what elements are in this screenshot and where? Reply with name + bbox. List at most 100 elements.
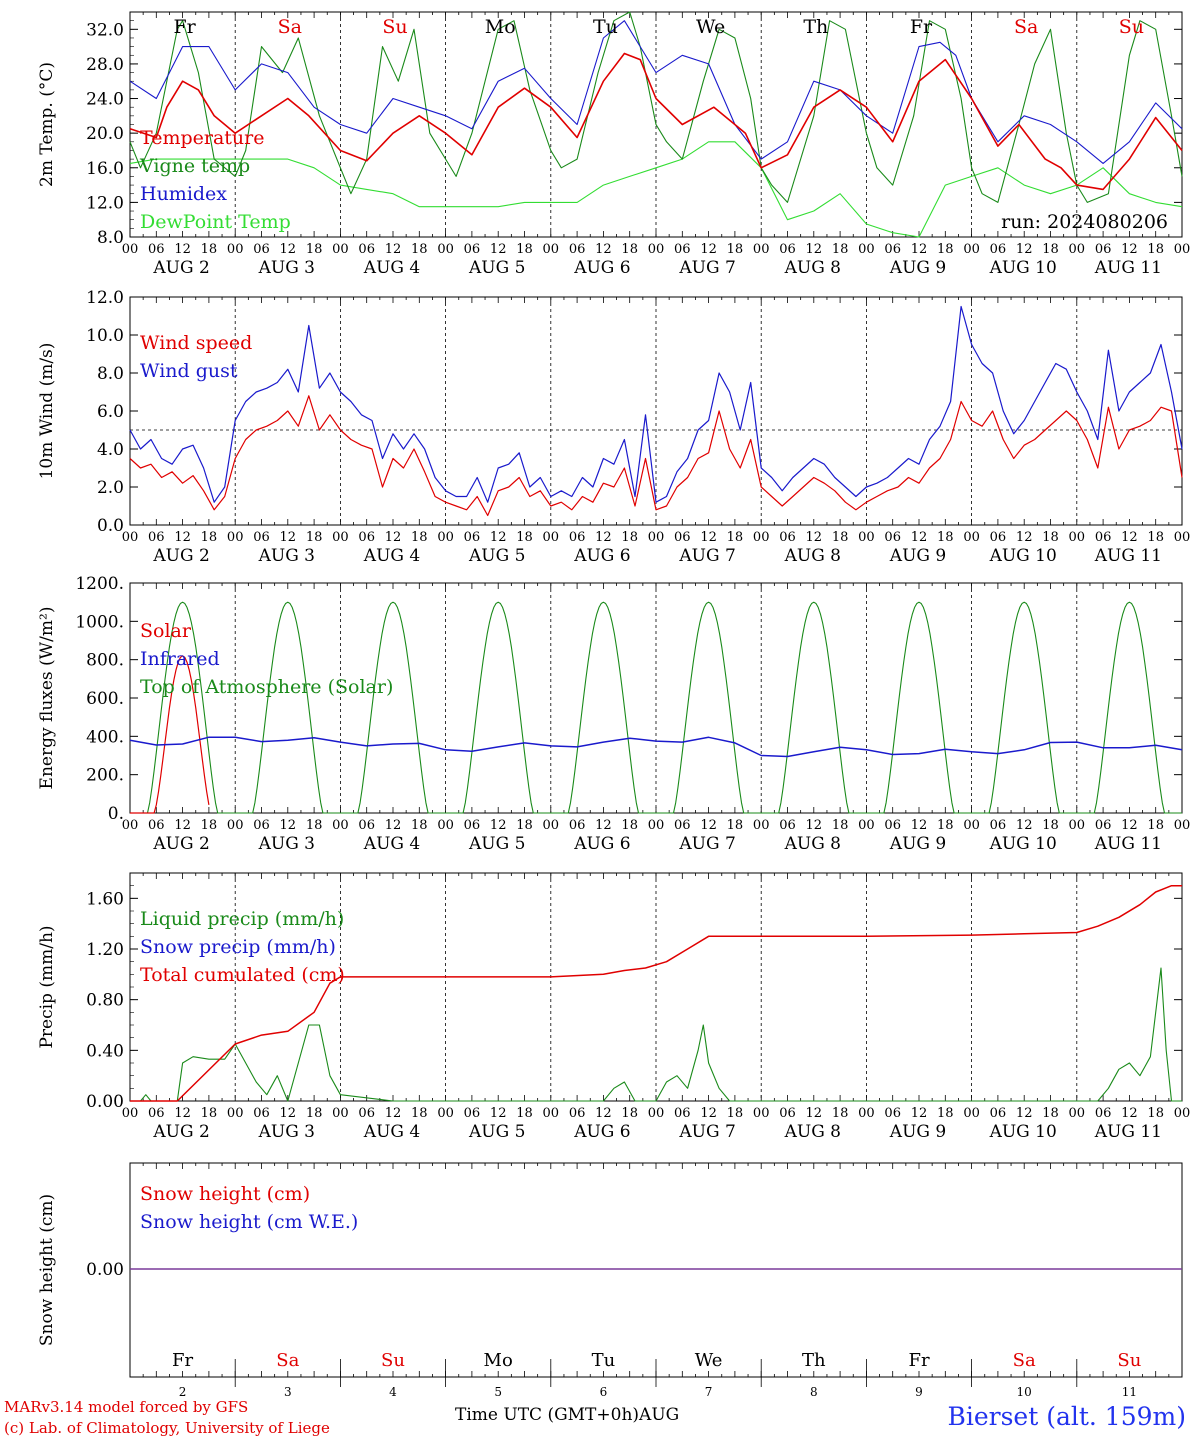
lab-credit: (c) Lab. of Climatology, University of L… [4,1419,330,1437]
panel-0-y-tick-label: 12.0 [86,193,124,213]
panel-0-hour-label: 06 [148,242,165,257]
weekday-label-top: We [696,16,725,38]
weekday-label-bottom: Su [1117,1350,1141,1371]
panel-1-hour-label: 18 [727,530,744,545]
panel-2-date-label: AUG 3 [258,834,315,854]
panel-3-hour-label: 12 [490,1106,507,1121]
panel-0-date-label: AUG 4 [363,258,420,278]
panel-0-hour-label: 00 [753,242,770,257]
weekday-label-top: Sa [278,16,302,38]
panel-1-hour-label: 12 [1016,530,1033,545]
panel-1-hour-label: 06 [884,530,901,545]
day-number-label: 9 [915,1385,923,1399]
panel-2-hour-label: 00 [543,818,560,833]
panel-3-hour-label: 18 [1042,1106,1059,1121]
panel-3-hour-label: 18 [201,1106,218,1121]
panel-2-hour-label: 12 [595,818,612,833]
panel-1-hour-label: 06 [569,530,586,545]
panel-0-hour-label: 12 [595,242,612,257]
panel-1-y-axis-label: 10m Wind (m/s) [37,343,57,480]
panel-2-hour-label: 00 [648,818,665,833]
panel-0-hour-label: 00 [437,242,454,257]
panel-2-hour-label: 00 [227,818,244,833]
panel-1-hour-label: 18 [937,530,954,545]
temp-series-line [129,11,1183,203]
panel-2-hour-label: 12 [490,818,507,833]
panel-0-hour-label: 18 [201,242,218,257]
panel-3-hour-label: 00 [648,1106,665,1121]
panel-0-hour-label: 12 [385,242,402,257]
panel-2-legend-entry: Top of Atmosphere (Solar) [140,676,393,698]
panel-2-hour-label: 18 [306,818,323,833]
panel-0-hour-label: 06 [674,242,691,257]
panel-2-hour-label: 00 [1069,818,1086,833]
panel-3-date-label: AUG 5 [468,1122,525,1142]
panel-0-hour-label: 18 [1042,242,1059,257]
panel-3-hour-label: 00 [122,1106,139,1121]
panel-3-hour-label: 18 [516,1106,533,1121]
panel-1-y-tick-label: 8.0 [97,364,124,384]
panel-3-hour-label: 18 [1147,1106,1164,1121]
panel-0-y-tick-label: 8.0 [97,228,124,248]
panel-0-hour-label: 12 [911,242,928,257]
temp-series-line [129,20,1183,164]
panel-3-hour-label: 18 [621,1106,638,1121]
panel-3-date-label: AUG 8 [784,1122,841,1142]
panel-1-hour-label: 18 [306,530,323,545]
panel-1-hour-label: 12 [174,530,191,545]
panel-0-legend-entry: DewPoint Temp [140,211,291,233]
panel-3-hour-label: 06 [884,1106,901,1121]
panel-2-hour-label: 12 [385,818,402,833]
panel-2-hour-label: 18 [411,818,428,833]
panel-2-hour-label: 06 [569,818,586,833]
panel-0-date-label: AUG 8 [784,258,841,278]
panel-0-hour-label: 12 [1121,242,1138,257]
panel-2-hour-label: 18 [201,818,218,833]
run-label: run: 2024080206 [1001,211,1168,233]
weekday-label-bottom: Fr [172,1350,193,1371]
panel-1-hour-label: 12 [806,530,823,545]
panel-2-date-label: AUG 9 [889,834,946,854]
panel-1-date-label: AUG 2 [152,546,209,566]
panel-1-hour-label: 06 [148,530,165,545]
panel-4-legend-entry: Snow height (cm W.E.) [140,1211,358,1233]
day-number-label: 8 [810,1385,818,1399]
weekday-label-bottom: Th [802,1350,826,1371]
panel-3-date-label: AUG 10 [989,1122,1057,1142]
panel-4-legend-entry: Snow height (cm) [140,1183,310,1205]
panel-3-date-label: AUG 7 [678,1122,735,1142]
weekday-label-top: Th [803,16,828,38]
panel-3-hour-label: 12 [280,1106,297,1121]
weekday-label-top: Fr [910,16,933,38]
panel-0-date-label: AUG 5 [468,258,525,278]
panel-3-hour-label: 00 [332,1106,349,1121]
panel-1-date-label: AUG 3 [258,546,315,566]
panel-0-hour-label: 06 [884,242,901,257]
panel-0-legend-entry: Temperature [140,127,264,149]
panel-2-hour-label: 18 [1147,818,1164,833]
panel-2-date-label: AUG 7 [678,834,735,854]
panel-3-hour-label: 00 [753,1106,770,1121]
wind-series-line [129,395,1183,517]
panel-2-hour-label: 00 [963,818,980,833]
panel-2-hour-label: 00 [122,818,139,833]
panel-3-date-label: AUG 4 [363,1122,420,1142]
panel-3-hour-label: 06 [148,1106,165,1121]
panel-3-hour-label: 06 [358,1106,375,1121]
panel-1-date-label: AUG 11 [1094,546,1162,566]
panel-2-y-tick-label: 800. [86,651,124,671]
panel-3-y-tick-label: 0.80 [86,991,124,1011]
panel-1-hour-label: 06 [1095,530,1112,545]
panel-2-hour-label: 12 [280,818,297,833]
weekday-label-top: Mo [485,16,516,38]
panel-3-date-label: AUG 9 [889,1122,946,1142]
panel-1-hour-label: 18 [411,530,428,545]
panel-0-legend-entry: Vigne temp [139,155,250,177]
panel-1-hour-label: 06 [464,530,481,545]
weekday-label-bottom: Sa [1013,1350,1036,1371]
wind-series-line [129,305,1183,503]
panel-2-hour-label: 00 [1174,818,1191,833]
panel-0-hour-label: 06 [358,242,375,257]
panel-2-hour-label: 18 [621,818,638,833]
temp-series-line [129,141,1183,238]
